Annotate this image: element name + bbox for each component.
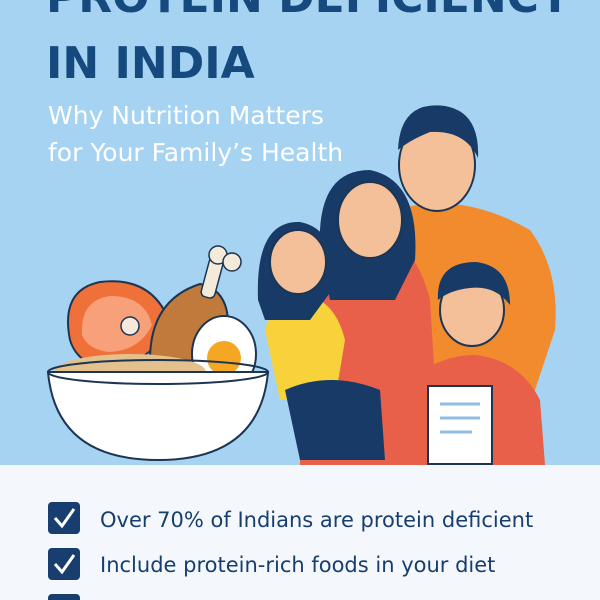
subtitle-line: for Your Family’s Health [48, 138, 343, 167]
family-illustration [257, 105, 556, 466]
bullet-text: Include protein-rich foods in your diet [100, 553, 495, 577]
checkbox [48, 502, 80, 534]
subtitle-line: Why Nutrition Matters [48, 101, 324, 130]
bullet-text: Over 70% of Indians are protein deficien… [100, 508, 533, 532]
checkbox [48, 594, 80, 600]
bullet-background [0, 465, 600, 600]
checkbox [48, 548, 80, 580]
title-line: IN INDIA [46, 38, 255, 89]
title-line: PROTEIN DEFICIENCY [46, 0, 572, 23]
food-illustration [46, 245, 270, 462]
